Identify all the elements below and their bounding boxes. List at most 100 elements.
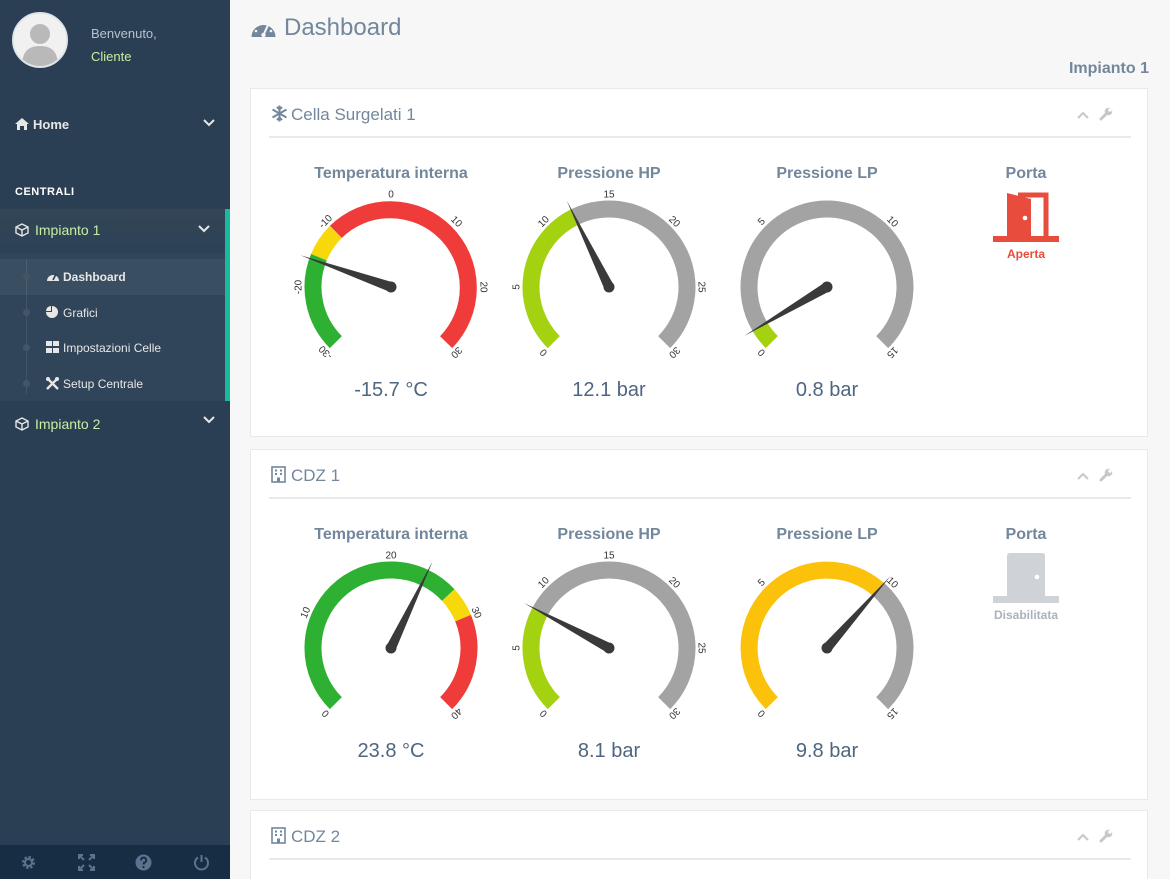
gauge-hub: [603, 642, 615, 654]
sidebar-item-impianto-2[interactable]: Impianto 2: [0, 405, 230, 445]
building-icon: [271, 827, 286, 844]
gauge-tick-label: 5: [512, 645, 523, 651]
page-title-text: Dashboard: [284, 14, 402, 41]
gauge: Pressione HP 0 5 10 15 20 25 30 12.1 bar: [499, 89, 719, 419]
gauge-tick-label: 30: [666, 705, 682, 721]
cube-icon: [15, 417, 29, 431]
gauge-hub: [603, 281, 615, 293]
sidebar-item-dashboard[interactable]: Dashboard: [0, 259, 225, 295]
panel-cella-surgelati-1: Cella Surgelati 1 Temperatura interna -30…: [250, 88, 1148, 437]
impianto-2-label: Impianto 2: [35, 416, 101, 432]
dashboard-icon: [251, 21, 276, 38]
user-profile: Benvenuto, Cliente: [12, 12, 232, 72]
gauge-band: [522, 209, 579, 349]
impianto-1-label: Impianto 1: [35, 222, 101, 238]
impianto-1-header[interactable]: Impianto 1: [0, 209, 225, 253]
wrench-icon[interactable]: [1099, 107, 1113, 121]
bullet-dot: [23, 380, 30, 387]
gauge-tick-label: 25: [695, 642, 706, 654]
gauge-tick-label: 30: [469, 606, 484, 621]
fullscreen-icon[interactable]: [78, 854, 95, 871]
wrench-icon[interactable]: [1099, 829, 1113, 843]
door-status-text: Aperta: [1006, 247, 1045, 261]
help-icon[interactable]: [135, 854, 152, 871]
sidebar-item-label: Setup Centrale: [63, 377, 144, 391]
gauge-value: 0.8 bar: [795, 379, 859, 401]
sidebar-item-impostazioni-celle[interactable]: Impostazioni Celle: [0, 330, 225, 366]
gauge-label: Temperatura interna: [314, 526, 468, 543]
panel-tools: [1077, 468, 1117, 484]
chevron-up-icon[interactable]: [1077, 110, 1089, 120]
sidebar-item-grafici[interactable]: Grafici: [0, 295, 225, 331]
menu-home-label: Home: [33, 117, 70, 132]
building-icon: [271, 466, 286, 483]
bullet-dot: [23, 344, 30, 351]
gauge-band: [304, 561, 455, 710]
gauge-tick-label: 15: [603, 551, 615, 562]
gauge-value: 8.1 bar: [577, 740, 641, 762]
panel-tools: [1077, 829, 1117, 845]
gauge-band: [522, 607, 561, 710]
gauge-tick-label: 5: [512, 284, 523, 290]
sidebar-item-label: Dashboard: [63, 270, 126, 284]
gauge-needle: [566, 200, 614, 290]
main-content: Dashboard Impianto 1 Cella Surgelati 1 T…: [230, 0, 1170, 879]
gauge-needle: [823, 575, 891, 652]
tools-icon: [46, 377, 59, 390]
settings-icon[interactable]: [20, 854, 37, 871]
gauge-band: [752, 322, 779, 349]
gauge-hub: [385, 642, 397, 654]
user-name: Cliente: [91, 49, 132, 64]
gauge-value: 9.8 bar: [795, 740, 859, 762]
gauge-band: [740, 200, 914, 349]
panel-cdz-1: CDZ 1 Temperatura interna 0 10 20 30 40 23.8 °…: [250, 449, 1148, 800]
gauge-tick-label: 0: [388, 190, 394, 201]
gauge-needle: [386, 561, 433, 651]
sidebar-item-impianto-1: Impianto 1 Dashboard Grafici: [0, 209, 230, 401]
gauge-tick-label: 40: [448, 705, 464, 721]
sidebar-item-label: Grafici: [63, 306, 98, 320]
panel-header: CDZ 1: [269, 450, 1131, 499]
panel-title: Cella Surgelati 1: [291, 105, 416, 124]
gauge-value: 23.8 °C: [357, 740, 425, 762]
gauge-label: Temperatura interna: [314, 165, 468, 182]
pie-chart-icon: [46, 306, 58, 318]
gauge-label: Pressione HP: [557, 526, 661, 543]
user-silhouette-icon: [14, 14, 66, 66]
power-icon[interactable]: [193, 854, 210, 871]
sidebar-item-setup-centrale[interactable]: Setup Centrale: [0, 366, 225, 402]
chevron-down-icon[interactable]: [202, 116, 216, 130]
chevron-up-icon[interactable]: [1077, 832, 1089, 842]
gauge-band: [311, 225, 343, 261]
gauge-band: [329, 201, 477, 349]
gauge-tick-label: 20: [477, 281, 488, 293]
dashboard-icon: [47, 273, 59, 281]
door-label: Porta: [1005, 165, 1047, 182]
menu-home[interactable]: Home: [0, 108, 230, 142]
section-title: CENTRALI: [15, 186, 75, 198]
bullet-dot: [23, 273, 30, 280]
open-door-icon: [993, 192, 1059, 242]
gauge-band: [439, 614, 478, 710]
tree-line: [26, 259, 27, 394]
chevron-down-icon[interactable]: [197, 222, 211, 236]
chevron-up-icon[interactable]: [1077, 471, 1089, 481]
snowflake-icon: [272, 105, 287, 122]
chevron-down-icon[interactable]: [202, 413, 216, 427]
gauge: Pressione HP 0 5 10 15 20 25 30 8.1 bar: [499, 450, 719, 780]
bullet-dot: [23, 309, 30, 316]
wrench-icon[interactable]: [1099, 468, 1113, 482]
gauge-hub: [821, 281, 833, 293]
plant-name: Impianto 1: [1068, 60, 1149, 77]
gauge-label: Pressione LP: [776, 526, 878, 543]
panel-header: CDZ 2: [269, 811, 1131, 860]
closed-door-icon: [993, 553, 1059, 603]
sidebar-item-label: Impostazioni Celle: [63, 341, 162, 355]
gauge-label: Pressione LP: [776, 165, 878, 182]
gauge-needle: [300, 255, 394, 292]
avatar: [12, 12, 68, 68]
gauge-value: 12.1 bar: [572, 379, 646, 401]
